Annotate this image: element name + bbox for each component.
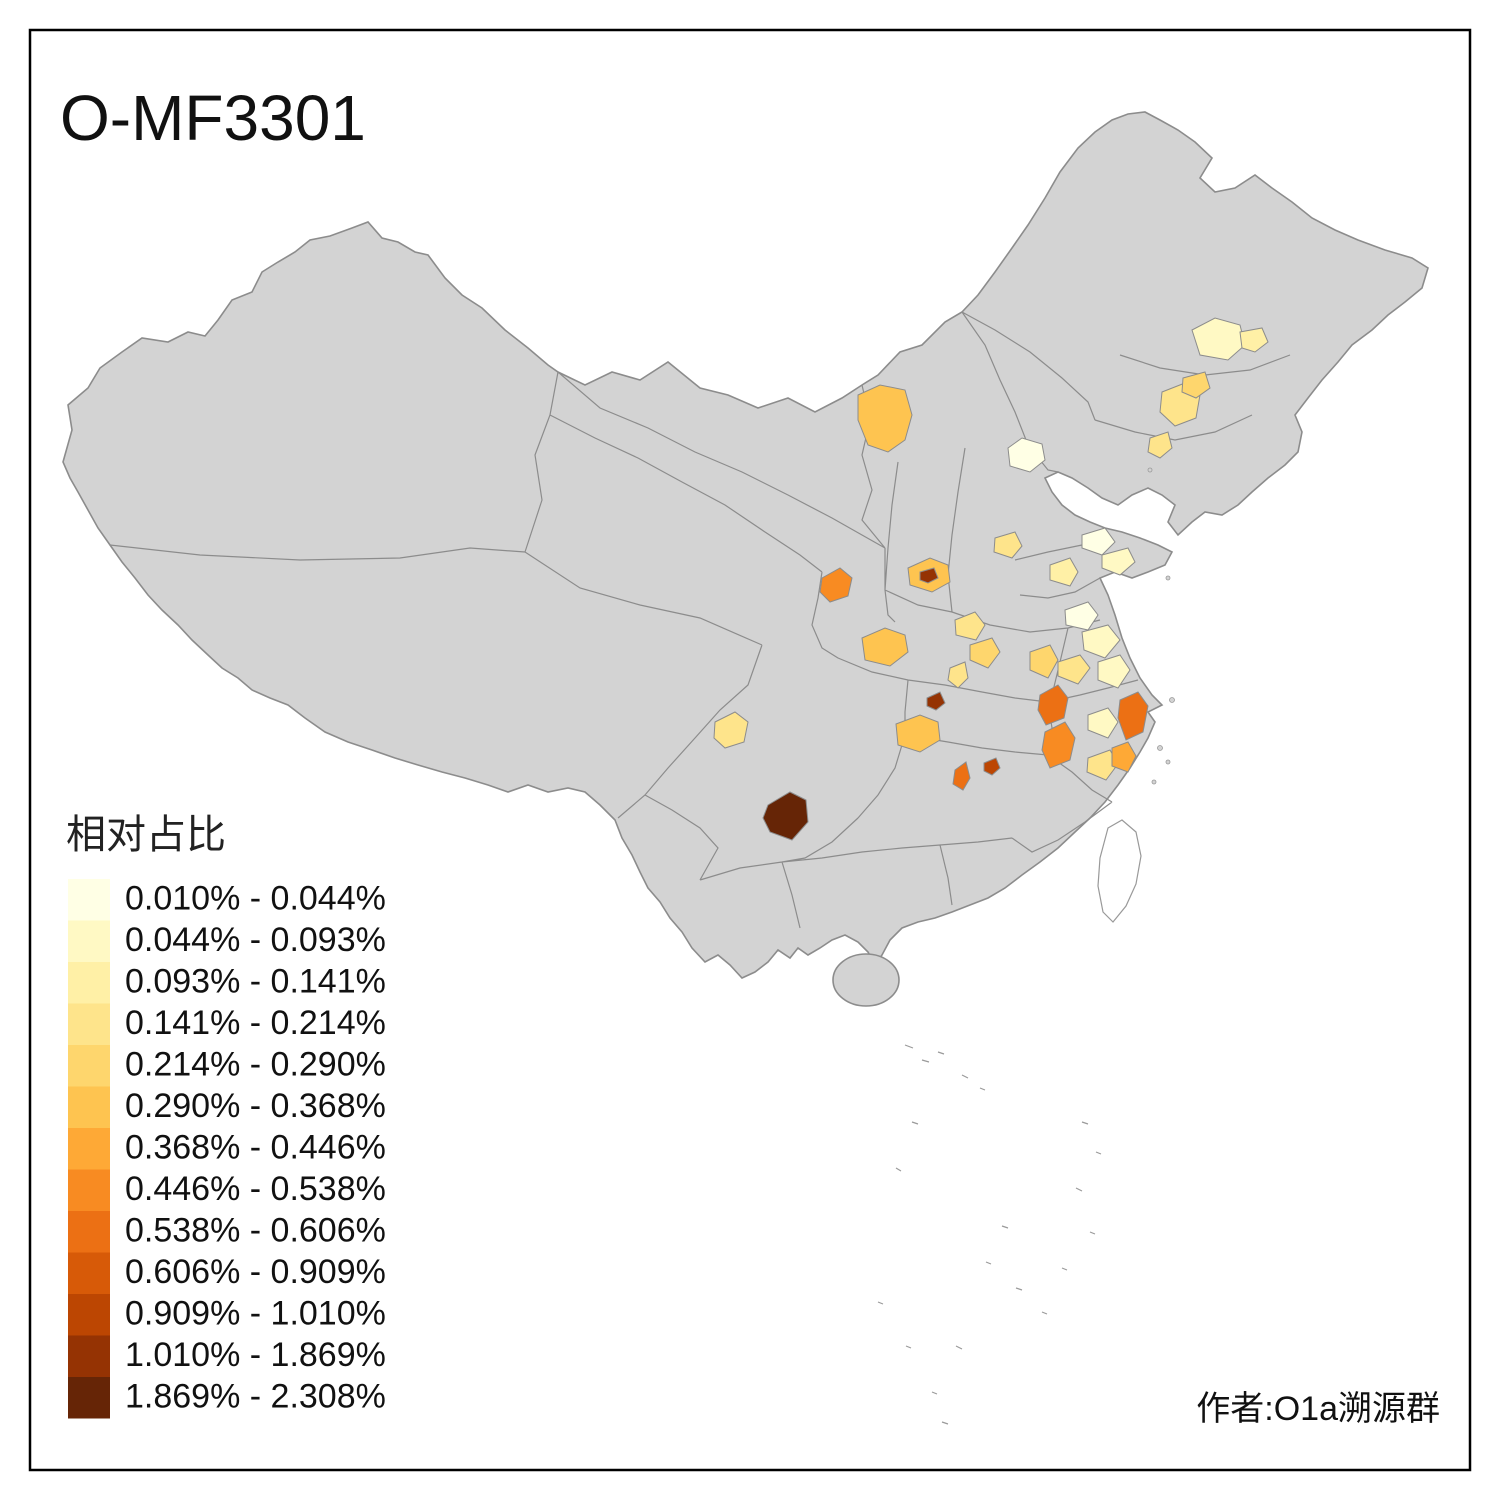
legend-label: 0.446% - 0.538% — [125, 1170, 386, 1208]
legend-item: 0.538% - 0.606% — [68, 1211, 386, 1253]
legend-item: 0.368% - 0.446% — [68, 1128, 386, 1170]
legend-label: 0.909% - 1.010% — [125, 1295, 386, 1333]
author-credit: 作者:O1a溯源群 — [1196, 1390, 1440, 1428]
legend: 相对占比 0.010% - 0.044% 0.044% - 0.093% 0.0… — [66, 813, 386, 1419]
choropleth-region — [1239, 327, 1269, 353]
taiwan-island — [1097, 819, 1142, 923]
choropleth-region — [1087, 707, 1119, 739]
south-china-sea-islands — [877, 1044, 1102, 1425]
choropleth-region — [947, 661, 969, 689]
choropleth-region — [919, 567, 939, 584]
legend-swatch — [68, 920, 110, 963]
legend-label: 0.141% - 0.214% — [125, 1004, 386, 1042]
choropleth-region — [1037, 684, 1069, 726]
choropleth-region — [983, 757, 1001, 776]
legend-item: 0.010% - 0.044% — [68, 879, 386, 921]
coastal-islet — [1147, 467, 1153, 473]
choropleth-region — [1147, 431, 1173, 459]
legend-label: 0.044% - 0.093% — [125, 921, 386, 959]
legend-label: 0.010% - 0.044% — [125, 880, 386, 918]
choropleth-region — [1101, 547, 1136, 576]
legend-swatch — [68, 962, 110, 1004]
choropleth-region — [969, 637, 1001, 669]
choropleth-region — [1064, 601, 1099, 631]
legend-swatch — [68, 1211, 110, 1253]
legend-swatch — [68, 1128, 110, 1170]
map-frame — [28, 28, 1472, 1472]
legend-label: 0.214% - 0.290% — [125, 1046, 386, 1084]
legend-item: 0.093% - 0.141% — [68, 962, 386, 1004]
legend-label: 0.368% - 0.446% — [125, 1129, 386, 1167]
legend-swatch — [68, 1335, 110, 1378]
choropleth-region — [1029, 644, 1059, 679]
choropleth-region — [895, 714, 941, 753]
legend-swatch — [68, 879, 110, 921]
coastal-islet — [1157, 745, 1163, 751]
choropleth-regions — [713, 317, 1269, 841]
choropleth-region — [1041, 721, 1076, 769]
legend-title: 相对占比 — [66, 813, 226, 857]
legend-item: 0.214% - 0.290% — [68, 1045, 386, 1087]
choropleth-region — [1117, 691, 1149, 741]
legend-item: 1.869% - 2.308% — [68, 1377, 386, 1419]
legend-swatch — [68, 1169, 110, 1212]
legend-item: 0.909% - 1.010% — [68, 1294, 386, 1336]
legend-swatch — [68, 1045, 110, 1087]
legend-swatch — [68, 1294, 110, 1336]
choropleth-region — [857, 384, 913, 453]
choropleth-region — [1007, 437, 1046, 473]
map-title: O-MF3301 — [60, 82, 366, 154]
legend-item: 0.446% - 0.538% — [68, 1169, 386, 1212]
choropleth-region — [1111, 741, 1137, 773]
legend-label: 1.869% - 2.308% — [125, 1378, 386, 1416]
legend-swatch — [68, 1003, 110, 1046]
choropleth-region — [861, 627, 909, 667]
choropleth-region — [819, 567, 853, 603]
choropleth-region — [1081, 527, 1116, 556]
legend-item: 0.606% - 0.909% — [68, 1252, 386, 1295]
choropleth-region — [1081, 624, 1121, 659]
coastal-islands — [1147, 467, 1175, 785]
choropleth-region — [713, 711, 749, 749]
legend-swatch — [68, 1086, 110, 1129]
legend-label: 1.010% - 1.869% — [125, 1336, 386, 1374]
legend-swatch — [68, 1252, 110, 1295]
hainan-island — [832, 953, 900, 1007]
province-borders — [109, 311, 1291, 929]
choropleth-region — [1086, 749, 1119, 781]
legend-item: 0.141% - 0.214% — [68, 1003, 386, 1046]
choropleth-region — [993, 531, 1023, 559]
legend-item: 0.290% - 0.368% — [68, 1086, 386, 1129]
legend-label: 0.290% - 0.368% — [125, 1087, 386, 1125]
legend-swatch — [68, 1377, 110, 1419]
legend-label: 0.093% - 0.141% — [125, 963, 386, 1001]
choropleth-region — [952, 761, 971, 791]
mainland-china — [62, 111, 1429, 979]
choropleth-region — [762, 791, 809, 841]
choropleth-region — [1181, 371, 1211, 399]
coastal-islet — [1169, 697, 1175, 703]
choropleth-region — [1049, 557, 1079, 587]
choropleth-region — [926, 691, 946, 711]
coastal-islet — [1165, 759, 1171, 765]
legend-label: 0.606% - 0.909% — [125, 1253, 386, 1291]
choropleth-region — [1097, 654, 1131, 689]
coastal-islet — [1165, 575, 1171, 581]
legend-label: 0.538% - 0.606% — [125, 1212, 386, 1250]
legend-item: 1.010% - 1.869% — [68, 1335, 386, 1378]
coastal-islet — [1151, 779, 1157, 785]
choropleth-region — [1057, 654, 1091, 685]
legend-item: 0.044% - 0.093% — [68, 920, 386, 963]
choropleth-region — [954, 611, 986, 641]
